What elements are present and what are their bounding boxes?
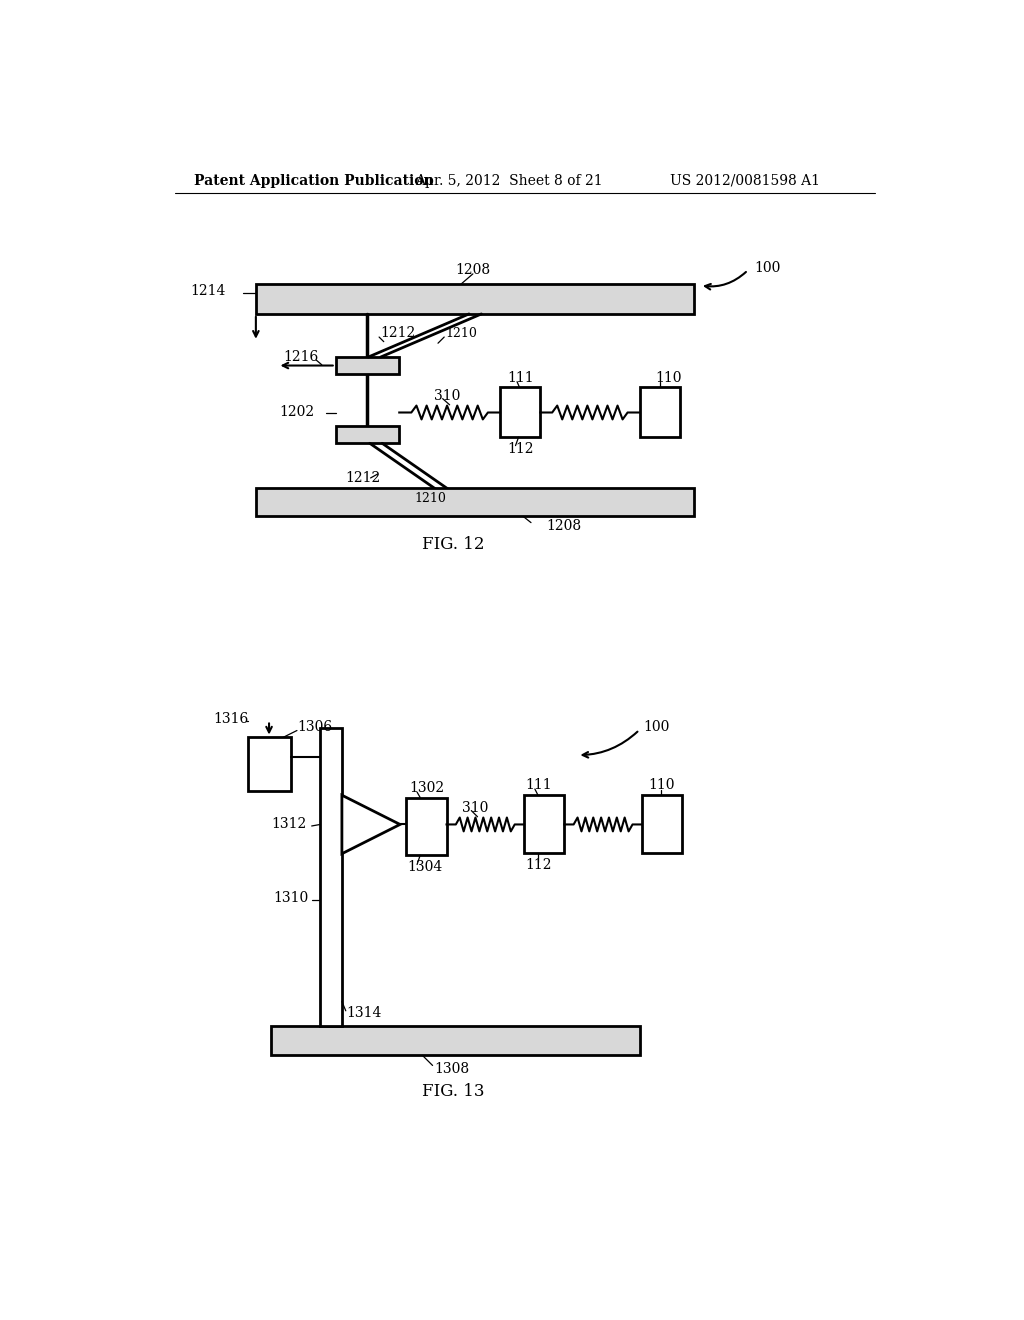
Text: 1210: 1210 [415,492,446,506]
Text: 110: 110 [655,371,682,385]
Text: Apr. 5, 2012  Sheet 8 of 21: Apr. 5, 2012 Sheet 8 of 21 [415,174,602,187]
Text: 1212: 1212 [380,326,415,341]
Text: 1306: 1306 [297,719,332,734]
Bar [500,387,541,437]
Text: 111: 111 [525,779,552,792]
Text: 112: 112 [507,442,534,455]
Bar [336,426,399,444]
Text: 1210: 1210 [445,326,477,339]
Text: FIG. 12: FIG. 12 [422,536,484,553]
Text: 100: 100 [643,719,670,734]
Text: 1304: 1304 [408,859,443,874]
Text: 1310: 1310 [273,891,309,904]
Text: 310: 310 [434,388,461,403]
Text: FIG. 13: FIG. 13 [422,1084,484,1100]
Text: 1314: 1314 [346,1006,382,1020]
Bar [407,797,446,855]
Text: 310: 310 [462,800,488,814]
Bar [256,284,693,314]
Text: 1212: 1212 [345,471,380,484]
Bar [524,795,564,853]
Text: 1316: 1316 [213,711,249,726]
Bar [336,356,399,374]
Text: US 2012/0081598 A1: US 2012/0081598 A1 [671,174,820,187]
Text: 110: 110 [648,779,675,792]
Bar [321,729,342,1026]
Text: 1208: 1208 [456,263,490,277]
Text: 1214: 1214 [190,284,225,298]
Text: 1216: 1216 [283,350,318,364]
Bar [248,738,291,792]
Text: 1312: 1312 [271,817,306,832]
Text: 111: 111 [508,371,535,385]
Text: 1208: 1208 [547,519,582,533]
Bar [640,387,680,437]
Bar [271,1026,640,1056]
Text: 112: 112 [525,858,552,873]
Text: 1202: 1202 [280,405,314,420]
Polygon shape [342,795,400,854]
Bar [256,488,693,516]
Text: 100: 100 [755,261,780,275]
Text: 1302: 1302 [410,781,444,795]
Text: 1308: 1308 [434,1061,469,1076]
Bar [642,795,682,853]
Text: Patent Application Publication: Patent Application Publication [194,174,433,187]
